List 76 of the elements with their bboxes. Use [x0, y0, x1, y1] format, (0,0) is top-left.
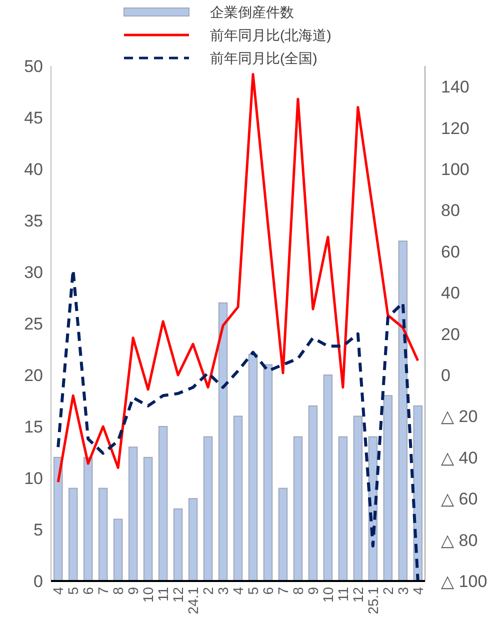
bar [218, 302, 228, 582]
y2-tick-label: 20 [441, 324, 460, 344]
y-tick-label: 0 [34, 572, 43, 591]
y-tick-label: 50 [24, 57, 43, 76]
x-tick-label: 9 [125, 586, 142, 595]
y2-tick-label: 40 [441, 284, 460, 303]
bar [83, 456, 93, 582]
x-tick-label: 12 [170, 586, 186, 603]
bar [338, 436, 348, 582]
y-tick-label: 40 [24, 160, 43, 179]
y2-tick-label: 100 [441, 160, 470, 179]
bar [98, 488, 108, 582]
x-tick-label: 4 [50, 586, 66, 595]
y-tick-label: 5 [34, 520, 43, 540]
x-tick-label: 3 [394, 586, 411, 595]
y2-tick-label: △ 80 [441, 530, 478, 550]
bar [54, 456, 63, 582]
x-tick-label: 5 [244, 586, 261, 595]
x-tick-label: 4 [230, 586, 246, 595]
x-tick-label: 25.1 [364, 586, 381, 614]
bar [128, 446, 138, 582]
y-tick-label: 10 [24, 469, 43, 488]
y-tick-label: 35 [24, 212, 43, 230]
x-tick-label: 10 [320, 586, 336, 603]
x-tick-label: 2 [200, 586, 216, 595]
y-tick-label: 25 [24, 314, 43, 334]
x-tick-label: 24.1 [185, 586, 202, 614]
legend-label: 企業倒産件数 [210, 4, 294, 20]
bar [398, 240, 408, 582]
x-tick-label: 8 [290, 586, 306, 595]
bar [278, 488, 288, 582]
bar [173, 508, 183, 582]
y2-tick-label: 0 [441, 366, 450, 385]
y-tick-label: 45 [24, 108, 43, 128]
legend-label: 前年同月比(全国) [210, 50, 318, 66]
bar [203, 436, 213, 582]
x-tick-label: 2 [380, 586, 396, 595]
x-tick-label: 12 [350, 586, 366, 603]
x-tick-label: 7 [95, 586, 112, 595]
x-tick-label: 11 [155, 586, 172, 602]
bar [263, 364, 273, 582]
bar [323, 374, 333, 582]
bar [113, 518, 123, 582]
x-tick-label: 6 [80, 586, 96, 595]
x-tick-label: 6 [260, 586, 276, 595]
x-tick-label: 8 [110, 586, 126, 595]
bar [353, 416, 363, 582]
y-tick-label: 20 [24, 366, 43, 385]
bar [68, 488, 78, 582]
y2-tick-label: 60 [441, 242, 460, 262]
x-tick-label: 4 [410, 586, 426, 595]
y2-tick-label: 80 [441, 201, 460, 220]
y2-tick-label: △ 60 [441, 490, 478, 509]
bar [158, 426, 168, 582]
bar [308, 405, 318, 582]
y2-tick-label: △ 40 [441, 448, 478, 468]
x-tick-label: 5 [65, 586, 82, 595]
x-tick-label: 10 [140, 586, 156, 603]
bar [233, 416, 243, 582]
x-tick-label: 11 [334, 586, 351, 602]
y-tick-label: 30 [24, 263, 43, 282]
x-tick-label: 9 [304, 586, 321, 595]
legend-label: 前年同月比(北海道) [210, 27, 332, 43]
bar [188, 498, 198, 582]
bar [143, 456, 153, 582]
x-tick-label: 3 [215, 586, 232, 595]
bar [248, 354, 258, 582]
y-tick-label: 15 [24, 418, 43, 436]
bar [293, 436, 303, 582]
y2-tick-label: △ 20 [441, 407, 478, 426]
bar [383, 395, 393, 582]
y2-tick-label: 140 [441, 78, 470, 97]
x-tick-label: 7 [274, 586, 291, 595]
y2-tick-label: △ 100 [441, 572, 488, 591]
line-series [56, 72, 420, 484]
y2-tick-label: 120 [441, 118, 470, 138]
